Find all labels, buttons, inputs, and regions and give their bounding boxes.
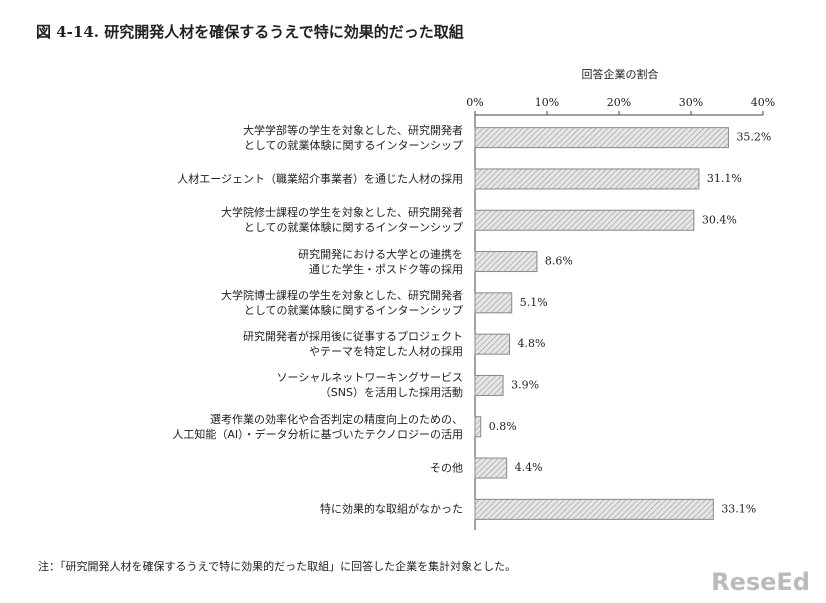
value-label: 3.9% [511,378,539,391]
category-label: 選考作業の効率化や合否判定の精度向上のための、 人工知能（AI）・データ分析に基… [172,412,463,441]
category-label: 研究開発における大学との連携を 通じた学生・ポスドク等の採用 [298,247,463,276]
bar [474,251,538,273]
value-label: 5.1% [520,296,548,309]
category-label: 研究開発者が採用後に従事するプロジェクト やテーマを特定した人材の採用 [243,330,463,359]
bar [474,498,714,520]
bar [474,168,700,190]
value-label: 8.6% [545,255,573,268]
axis-title: 回答企業の割合 [582,67,659,81]
bar [474,292,513,314]
chart-title: 図 4-14. 研究開発人材を確保するうえで特に効果的だった取組 [36,23,464,41]
category-label: ソーシャルネットワーキングサービス （SNS）を活用した採用活動 [276,371,463,400]
x-tick-label: 40% [751,96,775,109]
bar [474,374,504,396]
watermark: ReseEd [711,568,810,596]
value-label: 4.8% [518,337,546,350]
category-label: その他 [430,461,463,475]
value-label: 31.1% [707,172,742,185]
x-tick-label: 10% [535,96,559,109]
x-tick-label: 30% [679,96,703,109]
x-tick-label: 0% [466,96,483,109]
bar [474,209,695,231]
category-label: 大学院修士課程の学生を対象とした、研究開発者 としての就業体験に関するインターン… [221,206,463,235]
bar [474,127,729,149]
category-label: 大学院博士課程の学生を対象とした、研究開発者 としての就業体験に関するインターン… [221,288,463,317]
value-label: 33.1% [721,502,756,515]
bar [474,333,511,355]
x-tick-label: 20% [607,96,631,109]
note: 注：「研究開発人材を確保するうえで特に効果的だった取組」に回答した企業を集計対象… [38,559,516,573]
category-label: 大学学部等の学生を対象とした、研究開発者 としての就業体験に関するインターンシッ… [243,123,463,152]
value-label: 35.2% [736,131,771,144]
bar [474,416,482,438]
value-label: 0.8% [489,420,517,433]
value-label: 4.4% [515,461,543,474]
category-label: 特に効果的な取組がなかった [320,502,463,516]
bar [474,457,508,479]
value-label: 30.4% [702,213,737,226]
category-label: 人材エージェント（職業紹介事業者）を通じた人材の採用 [177,172,463,186]
